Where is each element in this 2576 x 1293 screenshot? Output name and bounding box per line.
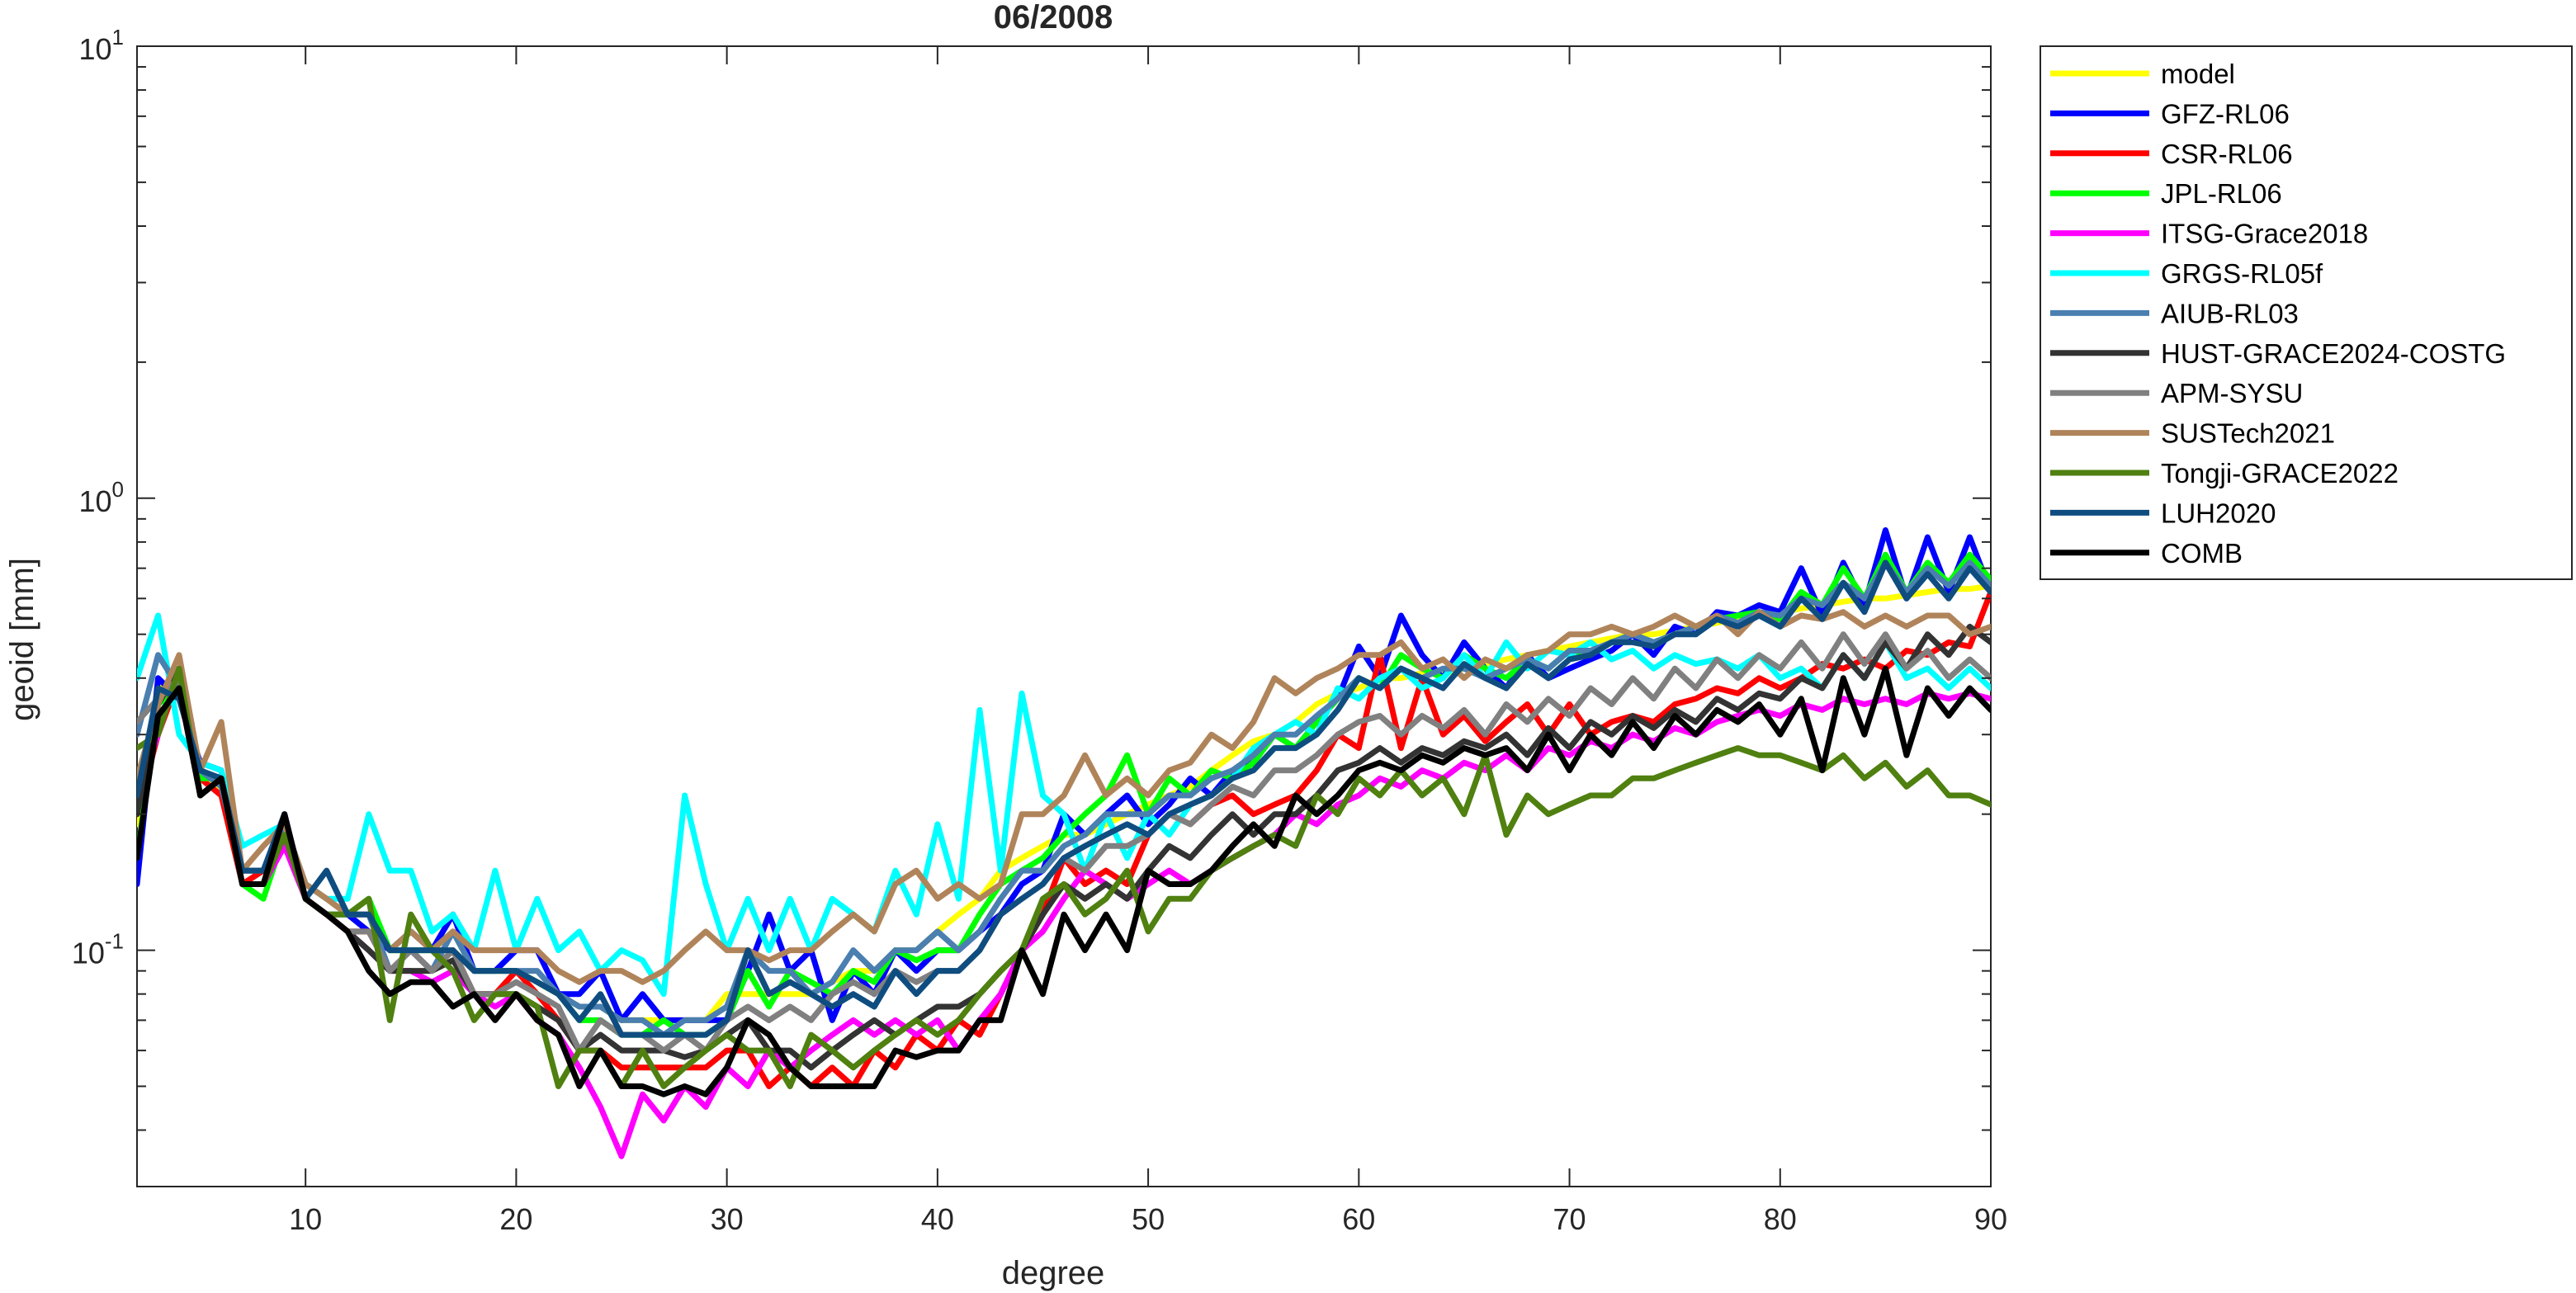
legend-label-grgs-rl05f: GRGS-RL05f: [2161, 258, 2323, 289]
x-tick-label: 70: [1553, 1202, 1586, 1236]
x-tick-label: 20: [499, 1202, 532, 1236]
x-tick-label: 90: [1974, 1202, 2007, 1236]
legend-label-itsg-grace2018: ITSG-Grace2018: [2161, 219, 2368, 249]
y-tick-label: 10-1: [72, 929, 124, 970]
legend-label-sustech2021: SUSTech2021: [2161, 418, 2335, 449]
series-line-tongji-grace2022: [137, 665, 1991, 1089]
plot-area: [136, 45, 1992, 1187]
x-tick-label: 40: [921, 1202, 954, 1236]
chart-title: 06/2008: [994, 0, 1113, 35]
series-line-comb: [137, 665, 1991, 1097]
legend-label-apm-sysu: APM-SYSU: [2161, 378, 2303, 408]
x-tick-label: 10: [289, 1202, 322, 1236]
series-line-sustech2021: [137, 609, 1991, 985]
series-line-luh2020: [137, 559, 1991, 1038]
x-tick-label: 60: [1342, 1202, 1375, 1236]
legend-label-jpl-rl06: JPL-RL06: [2161, 178, 2282, 209]
legend-label-hust-grace2024-costg: HUST-GRACE2024-COSTG: [2161, 338, 2506, 369]
x-tick-label: 50: [1132, 1202, 1165, 1236]
series-line-hust-grace2024-costg: [137, 623, 1991, 1071]
x-axis-label: degree: [1002, 1255, 1105, 1291]
y-tick-label: 101: [78, 25, 124, 66]
legend-label-csr-rl06: CSR-RL06: [2161, 139, 2293, 169]
series-lines: [137, 527, 1991, 1159]
legend-label-gfz-rl06: GFZ-RL06: [2161, 98, 2290, 129]
legend-label-tongji-grace2022: Tongji-GRACE2022: [2161, 458, 2399, 488]
legend-label-model: model: [2161, 59, 2235, 89]
x-tick-label: 80: [1764, 1202, 1797, 1236]
series-line-apm-sysu: [137, 631, 1991, 1054]
y-axis-label: geoid [mm]: [4, 558, 40, 721]
y-tick-label: 100: [78, 477, 124, 518]
legend-label-comb: COMB: [2161, 538, 2243, 569]
legend-label-luh2020: LUH2020: [2161, 498, 2276, 528]
legend-label-aiub-rl03: AIUB-RL03: [2161, 298, 2299, 328]
x-tick-label: 30: [711, 1202, 744, 1236]
y-axis: 10-1 100 101: [72, 25, 1991, 1187]
legend: model GFZ-RL06 CSR-RL06 JPL-RL06 ITSG-Grace2…: [2040, 45, 2573, 580]
x-axis: 10 20 30 40 50 60 70 80 90: [289, 46, 2007, 1236]
